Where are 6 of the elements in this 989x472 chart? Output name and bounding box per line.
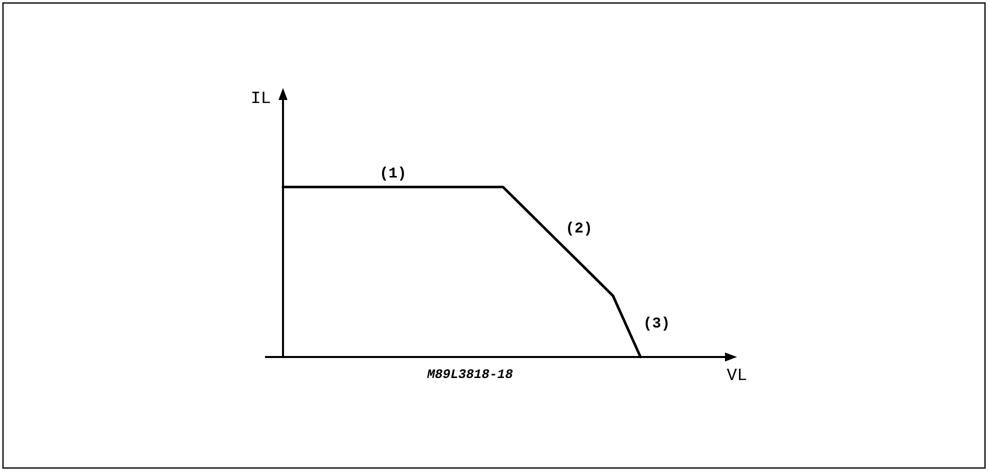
annotation: (3) (643, 315, 670, 332)
text: M89L3818-18 (426, 367, 514, 382)
x-axis-title: VL (726, 367, 748, 386)
y-axis-title: IL (250, 90, 271, 109)
annotation: (2) (565, 220, 592, 238)
text: (1) (379, 165, 407, 182)
